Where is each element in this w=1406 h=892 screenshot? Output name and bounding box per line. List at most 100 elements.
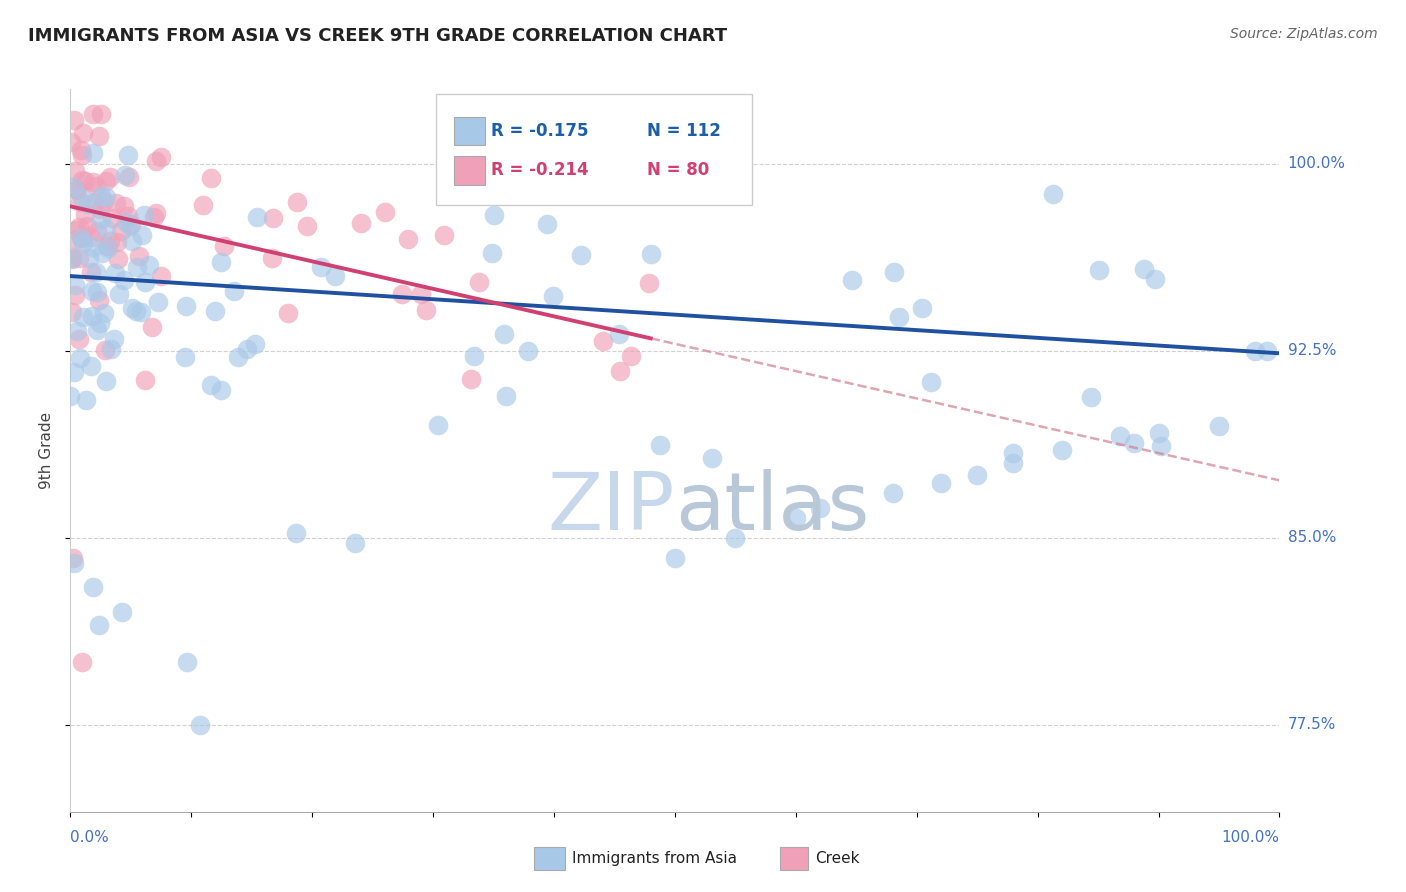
- Point: [70, 173, 93, 187]
- Point: [62, 550, 84, 565]
- Point: [569, 248, 592, 262]
- Point: [108, 287, 131, 301]
- Point: [620, 349, 643, 363]
- Text: 92.5%: 92.5%: [1288, 343, 1336, 359]
- Point: [86, 323, 108, 337]
- Point: [90, 211, 112, 226]
- Point: [226, 350, 249, 364]
- Point: [188, 717, 211, 731]
- Point: [1109, 429, 1132, 443]
- Point: [120, 219, 142, 234]
- Point: [176, 299, 198, 313]
- Point: [295, 219, 318, 233]
- Point: [70, 655, 93, 669]
- Point: [1149, 439, 1171, 453]
- Point: [72, 126, 94, 140]
- Point: [86, 285, 108, 299]
- Point: [112, 273, 135, 287]
- Point: [1002, 445, 1025, 459]
- Point: [104, 266, 127, 280]
- Point: [65, 223, 87, 237]
- Point: [396, 232, 419, 246]
- Point: [69, 195, 91, 210]
- Point: [75, 174, 97, 188]
- Point: [63, 277, 86, 292]
- Point: [1080, 390, 1102, 404]
- Point: [467, 275, 489, 289]
- Point: [323, 268, 346, 283]
- Point: [114, 169, 136, 183]
- Point: [132, 209, 155, 223]
- Point: [82, 239, 104, 253]
- Point: [76, 219, 98, 233]
- Y-axis label: 9th Grade: 9th Grade: [38, 412, 53, 489]
- Point: [121, 301, 143, 316]
- Point: [90, 188, 112, 202]
- Point: [129, 305, 152, 319]
- Point: [70, 231, 93, 245]
- Point: [882, 485, 904, 500]
- Point: [1123, 436, 1146, 450]
- Point: [98, 169, 121, 184]
- Point: [60, 252, 83, 266]
- Point: [481, 246, 503, 260]
- Point: [374, 205, 396, 219]
- Point: [82, 581, 104, 595]
- Point: [87, 128, 110, 143]
- Point: [117, 148, 139, 162]
- Point: [70, 143, 93, 157]
- Point: [609, 364, 631, 378]
- Text: N = 80: N = 80: [647, 161, 709, 179]
- Point: [70, 231, 93, 245]
- Point: [131, 228, 153, 243]
- Point: [63, 112, 86, 127]
- Point: [222, 285, 245, 299]
- Point: [785, 510, 807, 524]
- Point: [112, 199, 135, 213]
- Point: [138, 259, 160, 273]
- Point: [127, 260, 149, 274]
- Point: [134, 276, 156, 290]
- Point: [63, 288, 86, 302]
- Point: [929, 475, 952, 490]
- Point: [883, 265, 905, 279]
- Point: [236, 342, 259, 356]
- Point: [86, 224, 108, 238]
- Point: [702, 450, 724, 465]
- Point: [69, 351, 91, 366]
- Point: [541, 289, 564, 303]
- Point: [920, 375, 942, 389]
- Text: atlas: atlas: [675, 469, 869, 548]
- Point: [84, 178, 107, 193]
- Point: [65, 232, 87, 246]
- Point: [89, 618, 111, 632]
- Point: [67, 332, 90, 346]
- Point: [343, 535, 366, 549]
- Point: [103, 332, 125, 346]
- Point: [100, 342, 122, 356]
- Point: [82, 309, 104, 323]
- Point: [128, 249, 150, 263]
- Point: [124, 304, 146, 318]
- Point: [482, 208, 505, 222]
- Point: [517, 343, 540, 358]
- Point: [121, 234, 143, 248]
- Point: [209, 383, 232, 397]
- Point: [70, 191, 93, 205]
- Point: [94, 374, 117, 388]
- Point: [433, 228, 456, 243]
- Point: [72, 236, 94, 251]
- Point: [82, 284, 104, 298]
- Point: [176, 655, 198, 669]
- Point: [411, 287, 433, 301]
- Point: [82, 175, 104, 189]
- Point: [84, 194, 107, 209]
- Point: [492, 326, 515, 341]
- Point: [60, 250, 83, 264]
- Text: 77.5%: 77.5%: [1288, 717, 1336, 732]
- Point: [93, 194, 115, 208]
- Point: [141, 320, 163, 334]
- Point: [808, 500, 831, 515]
- Point: [204, 304, 226, 318]
- Point: [110, 223, 132, 237]
